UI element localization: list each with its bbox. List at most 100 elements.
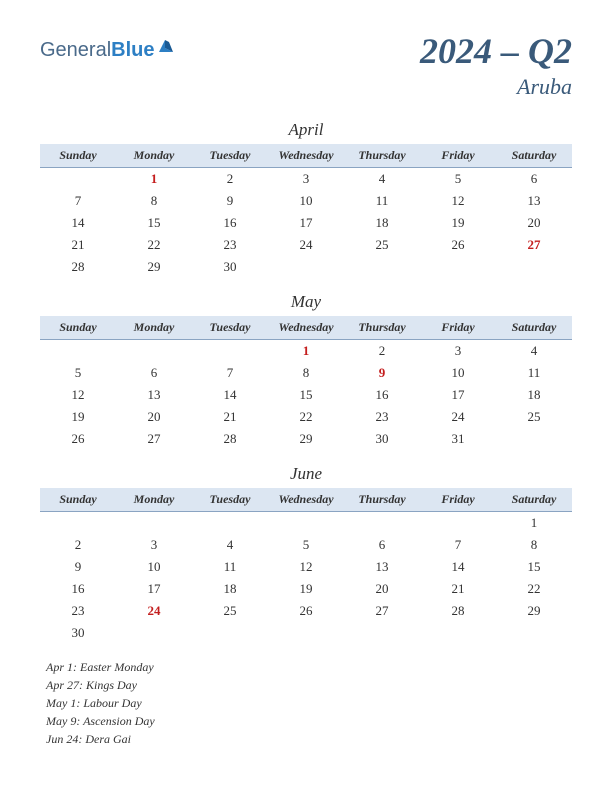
day-header: Wednesday bbox=[268, 316, 344, 340]
calendar-row: 30 bbox=[40, 622, 572, 644]
calendar-cell: 9 bbox=[40, 556, 116, 578]
logo-text-blue: Blue bbox=[111, 39, 154, 62]
calendar-row: 567891011 bbox=[40, 362, 572, 384]
calendar-cell: 2 bbox=[192, 168, 268, 191]
calendar-cell: 3 bbox=[116, 534, 192, 556]
calendar-cell bbox=[268, 256, 344, 278]
calendar-cell: 4 bbox=[192, 534, 268, 556]
calendar-cell: 20 bbox=[496, 212, 572, 234]
calendar-cell: 18 bbox=[344, 212, 420, 234]
calendar-cell: 30 bbox=[192, 256, 268, 278]
title-block: 2024 – Q2 Aruba bbox=[420, 30, 572, 100]
calendar-row: 1 bbox=[40, 512, 572, 535]
calendar-cell: 7 bbox=[40, 190, 116, 212]
day-header: Friday bbox=[420, 488, 496, 512]
calendar-cell: 23 bbox=[344, 406, 420, 428]
calendar-cell: 11 bbox=[344, 190, 420, 212]
calendar-cell bbox=[116, 512, 192, 535]
day-header: Wednesday bbox=[268, 144, 344, 168]
calendar-cell bbox=[192, 340, 268, 363]
day-header: Sunday bbox=[40, 488, 116, 512]
holiday-item: May 9: Ascension Day bbox=[46, 712, 572, 730]
calendar-cell: 28 bbox=[192, 428, 268, 450]
calendar-cell: 1 bbox=[116, 168, 192, 191]
day-header: Saturday bbox=[496, 488, 572, 512]
calendar-cell: 9 bbox=[192, 190, 268, 212]
calendar-cell: 22 bbox=[496, 578, 572, 600]
calendar-cell bbox=[40, 340, 116, 363]
calendar-cell: 26 bbox=[268, 600, 344, 622]
calendar-cell: 10 bbox=[420, 362, 496, 384]
calendar-cell: 30 bbox=[40, 622, 116, 644]
calendar-cell: 21 bbox=[40, 234, 116, 256]
calendar-cell bbox=[420, 512, 496, 535]
calendar-cell: 17 bbox=[420, 384, 496, 406]
calendar-cell: 26 bbox=[420, 234, 496, 256]
calendar-table: SundayMondayTuesdayWednesdayThursdayFrid… bbox=[40, 488, 572, 644]
calendar-cell: 15 bbox=[268, 384, 344, 406]
calendar-cell: 14 bbox=[192, 384, 268, 406]
calendar-cell: 16 bbox=[40, 578, 116, 600]
calendar-table: SundayMondayTuesdayWednesdayThursdayFrid… bbox=[40, 316, 572, 450]
calendar-cell: 27 bbox=[116, 428, 192, 450]
calendar-cell: 1 bbox=[496, 512, 572, 535]
day-header: Friday bbox=[420, 316, 496, 340]
calendar-cell: 25 bbox=[496, 406, 572, 428]
holiday-item: May 1: Labour Day bbox=[46, 694, 572, 712]
calendar-cell: 6 bbox=[116, 362, 192, 384]
calendar-cell: 21 bbox=[192, 406, 268, 428]
calendar-cell: 26 bbox=[40, 428, 116, 450]
day-header: Tuesday bbox=[192, 144, 268, 168]
calendar-cell: 16 bbox=[192, 212, 268, 234]
month-name: May bbox=[40, 292, 572, 312]
calendar-cell bbox=[116, 622, 192, 644]
calendar-cell: 24 bbox=[268, 234, 344, 256]
calendar-cell: 28 bbox=[40, 256, 116, 278]
calendar-container: April SundayMondayTuesdayWednesdayThursda… bbox=[40, 120, 572, 644]
calendar-cell: 27 bbox=[496, 234, 572, 256]
calendar-cell: 15 bbox=[496, 556, 572, 578]
calendar-row: 23242526272829 bbox=[40, 600, 572, 622]
calendar-row: 282930 bbox=[40, 256, 572, 278]
calendar-cell: 20 bbox=[116, 406, 192, 428]
calendar-row: 9101112131415 bbox=[40, 556, 572, 578]
calendar-cell: 29 bbox=[116, 256, 192, 278]
page-title: 2024 – Q2 bbox=[420, 30, 572, 72]
day-header: Tuesday bbox=[192, 316, 268, 340]
calendar-cell: 5 bbox=[420, 168, 496, 191]
calendar-cell bbox=[420, 622, 496, 644]
calendar-cell: 13 bbox=[496, 190, 572, 212]
calendar-cell: 29 bbox=[268, 428, 344, 450]
calendar-cell: 16 bbox=[344, 384, 420, 406]
calendar-row: 78910111213 bbox=[40, 190, 572, 212]
calendar-cell: 19 bbox=[40, 406, 116, 428]
calendar-cell: 10 bbox=[116, 556, 192, 578]
calendar-cell: 23 bbox=[40, 600, 116, 622]
holiday-item: Apr 1: Easter Monday bbox=[46, 658, 572, 676]
calendar-cell: 4 bbox=[344, 168, 420, 191]
calendar-table: SundayMondayTuesdayWednesdayThursdayFrid… bbox=[40, 144, 572, 278]
calendar-cell: 3 bbox=[268, 168, 344, 191]
calendar-cell: 3 bbox=[420, 340, 496, 363]
day-header: Wednesday bbox=[268, 488, 344, 512]
calendar-cell: 21 bbox=[420, 578, 496, 600]
day-header: Thursday bbox=[344, 316, 420, 340]
holiday-list: Apr 1: Easter MondayApr 27: Kings DayMay… bbox=[40, 658, 572, 748]
calendar-cell: 19 bbox=[420, 212, 496, 234]
calendar-cell: 14 bbox=[40, 212, 116, 234]
calendar-cell: 13 bbox=[116, 384, 192, 406]
calendar-row: 262728293031 bbox=[40, 428, 572, 450]
calendar-cell: 24 bbox=[116, 600, 192, 622]
month-name: April bbox=[40, 120, 572, 140]
holiday-item: Apr 27: Kings Day bbox=[46, 676, 572, 694]
calendar-cell: 12 bbox=[420, 190, 496, 212]
calendar-cell bbox=[496, 622, 572, 644]
calendar-cell bbox=[40, 168, 116, 191]
calendar-cell: 6 bbox=[344, 534, 420, 556]
calendar-cell: 23 bbox=[192, 234, 268, 256]
calendar-cell: 6 bbox=[496, 168, 572, 191]
calendar-cell: 8 bbox=[496, 534, 572, 556]
calendar-cell: 18 bbox=[496, 384, 572, 406]
calendar-cell: 17 bbox=[116, 578, 192, 600]
calendar-cell: 10 bbox=[268, 190, 344, 212]
